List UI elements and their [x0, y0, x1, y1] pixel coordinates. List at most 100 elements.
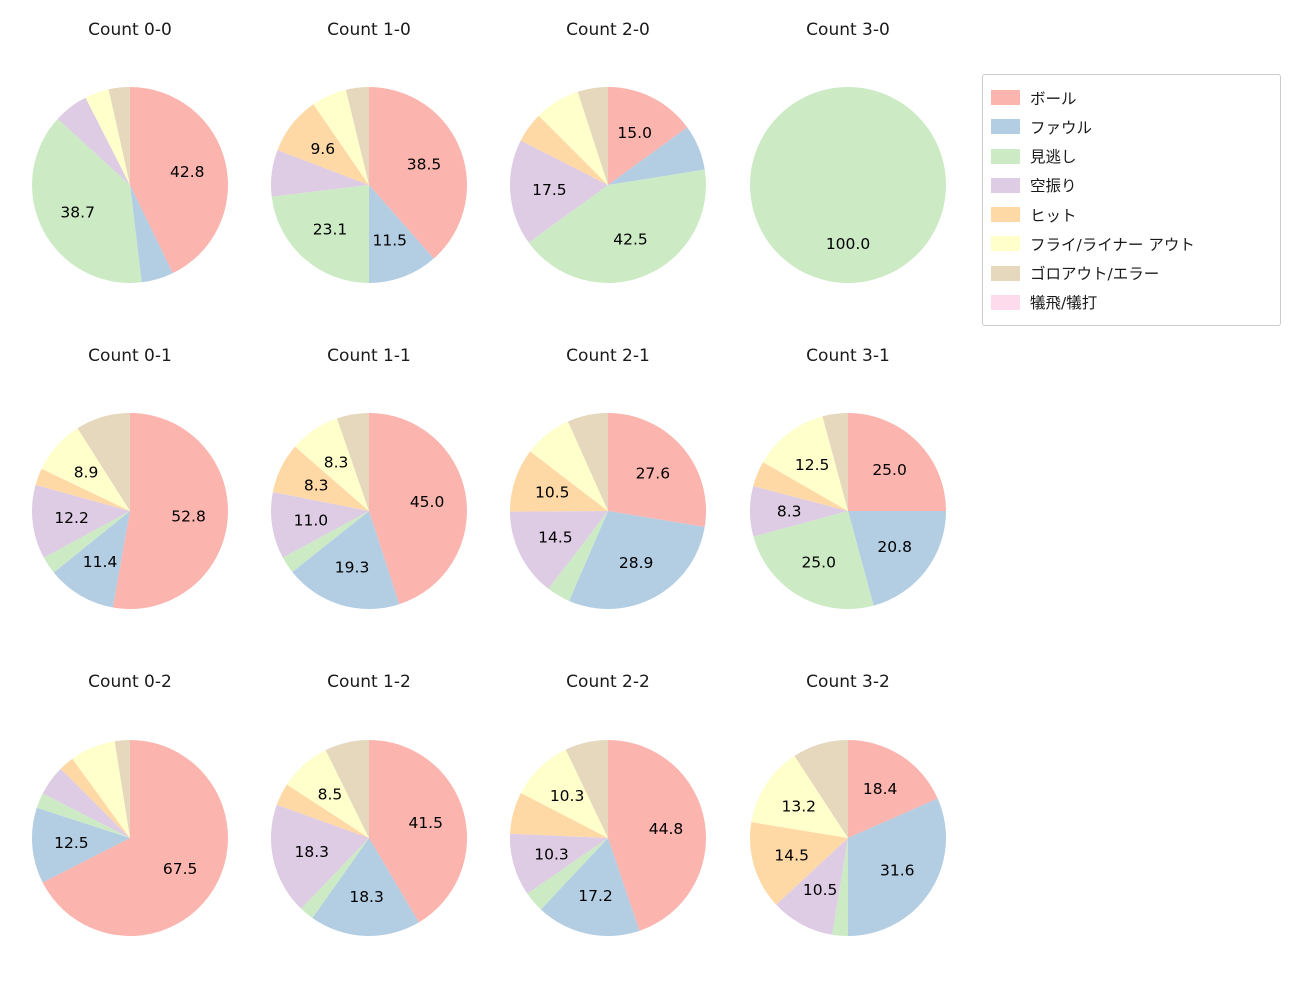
pie-slice — [848, 413, 946, 511]
legend-swatch — [991, 265, 1020, 281]
pie-slice — [336, 413, 369, 511]
pie-chart-count-1-0: Count 1-0 38.5 11.5 23.1 9.6 — [271, 20, 468, 283]
slice-label: 100.0 — [826, 235, 870, 253]
slice-label: 25.0 — [872, 461, 907, 479]
legend-label: ヒット — [1030, 206, 1077, 225]
slice-label: 20.8 — [877, 538, 912, 556]
pie-slice — [776, 838, 848, 935]
pie-slice — [530, 421, 608, 511]
legend-label: 空振り — [1030, 177, 1077, 196]
slice-label: 18.3 — [349, 888, 384, 906]
pie-slice — [60, 758, 131, 838]
pie-chart-count-0-0: Count 0-0 42.8 38.7 — [32, 20, 228, 283]
pie-chart-count-1-2: Count 1-2 41.5 18.3 18.3 8.5 — [270, 672, 467, 936]
pie-slice — [42, 740, 228, 937]
slice-label: 67.5 — [163, 860, 198, 878]
slice-label: 8.3 — [324, 454, 349, 472]
pie-chart-count-3-1: Count 3-1 25.0 20.8 25.0 8.3 12.5 — [749, 346, 946, 610]
slice-label: 18.4 — [863, 780, 898, 798]
legend-swatch — [991, 236, 1020, 252]
pie-slice — [750, 87, 946, 283]
pie-slice — [32, 118, 142, 283]
pie-slice — [527, 838, 608, 910]
pie-slice — [538, 91, 608, 185]
pie-slice — [301, 838, 369, 918]
slice-label: 10.3 — [550, 787, 585, 805]
pie-slice — [72, 741, 130, 838]
pie-slice — [822, 413, 848, 511]
slice-label: 44.8 — [649, 820, 684, 838]
slice-label: 38.5 — [407, 156, 442, 174]
slice-label: 38.7 — [60, 203, 95, 221]
legend-item: ゴロアウト/エラー — [991, 259, 1270, 288]
chart-title: Count 1-1 — [327, 346, 411, 366]
pie-slice — [270, 492, 369, 558]
pie-slice — [282, 511, 369, 573]
chart-title: Count 0-2 — [88, 672, 172, 692]
pie-slice — [848, 740, 938, 838]
slice-label: 12.2 — [54, 509, 89, 527]
pie-slice — [313, 89, 369, 185]
pie-slice — [292, 511, 400, 609]
pie-slice — [753, 511, 874, 610]
pie-slice — [43, 511, 130, 573]
pie-slice — [832, 838, 848, 936]
slice-label: 12.5 — [795, 456, 830, 474]
slice-label: 11.0 — [294, 511, 329, 529]
chart-title: Count 1-0 — [327, 20, 411, 40]
pie-slice — [567, 413, 608, 511]
pie-slice — [763, 416, 848, 511]
pie-slice — [565, 740, 608, 838]
slice-label: 19.3 — [335, 559, 370, 577]
pie-slice — [77, 413, 130, 511]
pie-slice — [608, 740, 707, 931]
pie-slice — [520, 749, 608, 838]
chart-title: Count 3-1 — [806, 346, 890, 366]
pie-slice — [848, 798, 946, 936]
chart-title: Count 0-0 — [88, 20, 172, 40]
legend-item: ヒット — [991, 200, 1270, 229]
chart-title: Count 2-1 — [566, 346, 650, 366]
slice-label: 8.3 — [777, 503, 802, 521]
pie-slice — [569, 511, 705, 610]
pie-slice — [130, 87, 228, 274]
pie-slice — [520, 115, 608, 185]
pie-slice — [608, 413, 707, 527]
pie-slice — [271, 185, 369, 283]
slice-label: 14.5 — [774, 846, 809, 864]
slice-label: 41.5 — [408, 814, 443, 832]
pie-slice — [32, 807, 130, 883]
pie-slice — [540, 838, 640, 937]
pie-slice — [369, 185, 434, 283]
legend-item: ボール — [991, 83, 1270, 112]
pie-slice — [36, 793, 130, 838]
legend-item: フライ/ライナー アウト — [991, 229, 1270, 258]
slice-label: 31.6 — [880, 862, 915, 880]
pie-slice — [325, 740, 369, 838]
legend-swatch — [991, 90, 1020, 106]
pie-slice — [42, 768, 130, 838]
slice-label: 10.3 — [534, 846, 569, 864]
pie-slice — [41, 428, 131, 511]
legend-label: ボール — [1030, 89, 1077, 108]
pie-slice — [345, 87, 369, 185]
slice-label: 8.9 — [74, 463, 99, 481]
pie-chart-count-2-0: Count 2-0 15.0 42.5 17.5 — [510, 20, 706, 283]
slice-label: 10.5 — [803, 881, 838, 899]
slice-label: 10.5 — [535, 484, 570, 502]
pie-slice — [509, 833, 608, 894]
pie-slice — [749, 822, 848, 905]
slice-label: 42.8 — [170, 163, 205, 181]
pie-chart-count-0-1: Count 0-1 52.8 11.4 12.2 8.9 — [32, 346, 228, 609]
pie-chart-count-3-0: Count 3-0 100.0 — [750, 20, 946, 283]
pie-slice — [276, 784, 369, 838]
pie-slice — [528, 169, 706, 283]
chart-title: Count 2-0 — [566, 20, 650, 40]
chart-title: Count 1-2 — [327, 672, 411, 692]
pie-slice — [608, 87, 688, 185]
pie-slice — [85, 89, 130, 185]
legend-swatch — [991, 119, 1020, 135]
slice-label: 11.4 — [83, 553, 118, 571]
pie-slice — [577, 87, 608, 185]
